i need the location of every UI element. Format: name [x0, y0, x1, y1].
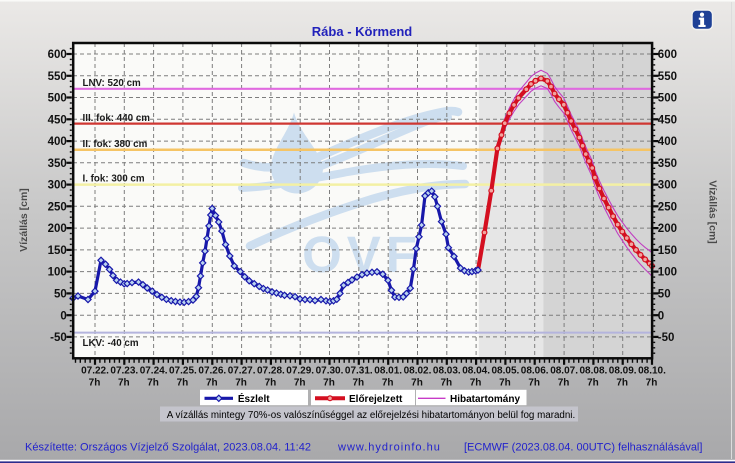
- svg-text:08.09.: 08.09.: [609, 365, 637, 376]
- svg-text:LNV: 520 cm: LNV: 520 cm: [83, 78, 142, 89]
- svg-text:-50: -50: [658, 332, 675, 344]
- svg-text:7h: 7h: [382, 377, 394, 388]
- svg-text:-50: -50: [50, 332, 67, 344]
- svg-text:7h: 7h: [352, 377, 364, 388]
- svg-text:7h: 7h: [616, 377, 628, 388]
- svg-text:Rába - Körmend: Rába - Körmend: [312, 24, 412, 39]
- svg-text:7h: 7h: [147, 377, 159, 388]
- svg-text:7h: 7h: [558, 377, 570, 388]
- svg-text:50: 50: [658, 289, 671, 301]
- svg-text:400: 400: [48, 136, 67, 148]
- svg-text:150: 150: [658, 245, 677, 257]
- svg-text:Vízállás [cm]: Vízállás [cm]: [18, 188, 30, 252]
- svg-text:08.10.: 08.10.: [638, 365, 666, 376]
- svg-text:7h: 7h: [235, 377, 247, 388]
- svg-text:7h: 7h: [294, 377, 306, 388]
- svg-text:Előrejelzett: Előrejelzett: [349, 394, 403, 405]
- svg-text:7h: 7h: [323, 377, 335, 388]
- svg-text:07.27.: 07.27.: [228, 365, 256, 376]
- svg-text:7h: 7h: [206, 377, 218, 388]
- svg-text:II. fok: 380 cm: II. fok: 380 cm: [83, 139, 148, 150]
- svg-text:Vízállás [cm]: Vízállás [cm]: [707, 180, 719, 244]
- svg-text:7h: 7h: [470, 377, 482, 388]
- svg-text:08.08.: 08.08.: [579, 365, 607, 376]
- svg-text:08.06.: 08.06.: [521, 365, 549, 376]
- svg-text:600: 600: [48, 49, 67, 61]
- svg-text:7h: 7h: [177, 377, 189, 388]
- svg-text:LKV: -40 cm: LKV: -40 cm: [83, 338, 139, 349]
- svg-text:08.01.: 08.01.: [374, 365, 402, 376]
- svg-text:300: 300: [48, 180, 67, 192]
- svg-text:250: 250: [658, 201, 677, 213]
- svg-text:08.07.: 08.07.: [550, 365, 578, 376]
- svg-text:Észlelt: Észlelt: [238, 392, 270, 405]
- svg-text:0: 0: [60, 310, 66, 322]
- svg-text:7h: 7h: [265, 377, 277, 388]
- svg-text:550: 550: [48, 71, 67, 83]
- svg-text:7h: 7h: [646, 377, 658, 388]
- svg-text:07.28.: 07.28.: [257, 365, 285, 376]
- svg-text:7h: 7h: [499, 377, 511, 388]
- svg-text:www.hydroinfo.hu: www.hydroinfo.hu: [337, 441, 441, 453]
- svg-text:I. fok: 300 cm: I. fok: 300 cm: [83, 174, 145, 185]
- svg-text:450: 450: [48, 114, 67, 126]
- svg-text:200: 200: [48, 223, 67, 235]
- svg-text:Hibatartomány: Hibatartomány: [450, 394, 520, 405]
- svg-text:400: 400: [658, 136, 677, 148]
- svg-text:500: 500: [658, 93, 677, 105]
- svg-text:250: 250: [48, 201, 67, 213]
- svg-text:50: 50: [54, 289, 67, 301]
- svg-text:0: 0: [658, 310, 664, 322]
- svg-text:[ECMWF (2023.08.04. 00UTC) fel: [ECMWF (2023.08.04. 00UTC) felhasználásá…: [464, 441, 702, 453]
- svg-text:7h: 7h: [440, 377, 452, 388]
- svg-text:150: 150: [48, 245, 67, 257]
- svg-text:600: 600: [658, 49, 677, 61]
- svg-text:7h: 7h: [118, 377, 130, 388]
- svg-text:07.24.: 07.24.: [140, 365, 168, 376]
- svg-text:07.22.: 07.22.: [81, 365, 109, 376]
- svg-text:07.23.: 07.23.: [110, 365, 138, 376]
- svg-text:350: 350: [48, 158, 67, 170]
- svg-text:300: 300: [658, 180, 677, 192]
- svg-text:7h: 7h: [411, 377, 423, 388]
- svg-text:07.29.: 07.29.: [286, 365, 314, 376]
- svg-text:III. fok: 440 cm: III. fok: 440 cm: [83, 113, 151, 124]
- svg-text:08.02.: 08.02.: [404, 365, 432, 376]
- svg-text:07.26.: 07.26.: [198, 365, 226, 376]
- svg-text:100: 100: [658, 267, 677, 279]
- svg-text:100: 100: [48, 267, 67, 279]
- svg-text:450: 450: [658, 114, 677, 126]
- svg-text:08.05.: 08.05.: [491, 365, 519, 376]
- svg-text:Készítette: Országos Vízjelző: Készítette: Országos Vízjelző Szolgálat,…: [25, 441, 311, 453]
- svg-text:500: 500: [48, 93, 67, 105]
- svg-text:08.04.: 08.04.: [462, 365, 490, 376]
- svg-text:07.31.: 07.31.: [345, 365, 373, 376]
- svg-text:350: 350: [658, 158, 677, 170]
- svg-text:07.30.: 07.30.: [316, 365, 344, 376]
- svg-text:7h: 7h: [528, 377, 540, 388]
- svg-text:200: 200: [658, 223, 677, 235]
- svg-text:07.25.: 07.25.: [169, 365, 197, 376]
- svg-text:7h: 7h: [587, 377, 599, 388]
- svg-text:08.03.: 08.03.: [433, 365, 461, 376]
- svg-text:550: 550: [658, 71, 677, 83]
- svg-text:A vízállás mintegy 70%-os való: A vízállás mintegy 70%-os valószínűségge…: [167, 410, 575, 421]
- svg-text:7h: 7h: [89, 377, 101, 388]
